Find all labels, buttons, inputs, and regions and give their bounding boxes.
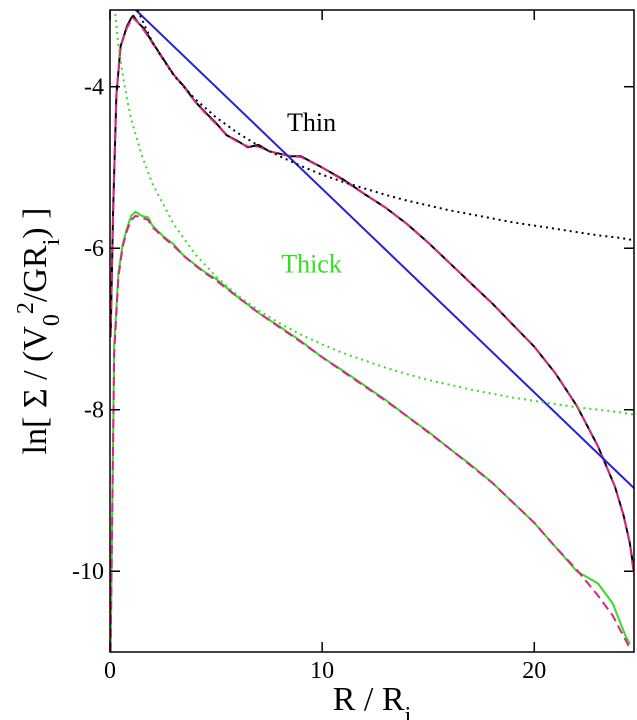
x-tick-label: 0 [104,658,116,684]
y-tick-label: -10 [72,559,104,585]
series-line-7 [114,13,634,416]
series-line-5 [134,10,634,489]
y-tick-label: -8 [84,398,104,424]
annotation-layer: Thin Thick [281,108,342,278]
ticks-layer [109,10,634,652]
series-line-2 [110,17,634,576]
labels-layer: 0 10 20 -4 -6 -8 -10 R / Ri ln[ Σ / (V02/GRi) ] [13,75,546,720]
x-tick-label: 10 [310,658,334,684]
series-line-1 [110,14,634,572]
annotation-thick: Thick [281,249,342,278]
series-line-3 [110,210,631,652]
annotation-thin: Thin [287,108,336,137]
series-line-4 [110,214,631,652]
y-axis-title: ln[ Σ / (V02/GRi) ] [13,208,65,455]
y-tick-label: -6 [84,236,104,262]
series-line-6 [136,10,634,242]
x-tick-label: 20 [522,658,546,684]
series-layer [110,10,634,652]
y-tick-label: -4 [84,75,104,101]
x-axis-title: R / Ri [333,681,412,720]
plot-frame [109,9,635,653]
